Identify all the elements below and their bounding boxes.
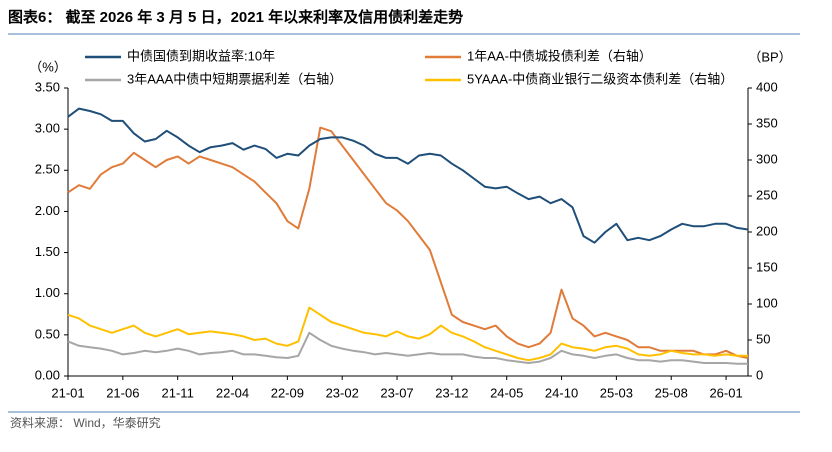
y2-tick-label: 0	[756, 367, 763, 382]
y2-axis-label: （BP）	[748, 49, 791, 64]
series-line	[67, 126, 749, 359]
x-tick-label: 22-04	[216, 385, 249, 400]
y-tick-label: 0.00	[35, 367, 60, 382]
legend-label: 中债国债到期收益率:10年	[127, 48, 275, 63]
x-tick-label: 23-12	[435, 385, 468, 400]
y2-tick-label: 100	[756, 295, 778, 310]
source: 资料来源： Wind，华泰研究	[10, 415, 161, 430]
y-tick-label: 3.50	[35, 79, 60, 94]
x-tick-label: 21-01	[51, 385, 84, 400]
y-tick-label: 2.00	[35, 203, 60, 218]
chart-title: 图表6： 截至 2026 年 3 月 5 日，2021 年以来利率及信用债利差走…	[8, 8, 463, 26]
y2-tick-label: 150	[756, 259, 778, 274]
x-tick-label: 21-11	[162, 385, 194, 400]
y-tick-label: 0.50	[35, 326, 60, 341]
y-tick-label: 1.50	[35, 244, 60, 259]
series-line	[67, 306, 748, 362]
y-tick-label: 1.00	[35, 285, 60, 300]
y2-tick-label: 200	[756, 223, 778, 238]
series-line	[67, 331, 748, 365]
y-axis-label: （%）	[29, 59, 67, 74]
x-tick-label: 25-03	[600, 385, 633, 400]
x-tick-label: 23-02	[326, 385, 359, 400]
x-tick-label: 21-06	[106, 385, 139, 400]
legend-label: 1年AA-中债城投债利差（右轴）	[467, 48, 652, 63]
x-tick-label: 24-10	[545, 385, 578, 400]
y2-tick-label: 50	[756, 331, 770, 346]
y-tick-label: 3.00	[35, 121, 60, 136]
x-tick-label: 24-05	[490, 385, 523, 400]
y-tick-label: 2.50	[35, 162, 60, 177]
y2-tick-label: 250	[756, 187, 778, 202]
x-tick-label: 23-07	[380, 385, 413, 400]
y2-tick-label: 300	[756, 151, 778, 166]
legend-label: 3年AAA中债中短期票据利差（右轴）	[127, 71, 342, 86]
y2-tick-label: 350	[756, 115, 778, 130]
legend-label: 5YAAA-中债商业银行二级资本债利差（右轴）	[467, 71, 733, 86]
x-tick-label: 25-08	[655, 385, 688, 400]
x-tick-label: 22-09	[271, 385, 304, 400]
y2-tick-label: 400	[756, 79, 778, 94]
series-line	[67, 107, 749, 244]
x-tick-label: 26-01	[709, 385, 742, 400]
